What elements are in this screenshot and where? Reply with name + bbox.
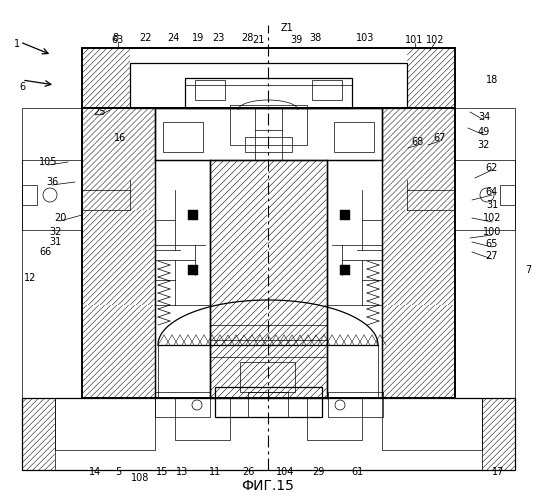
Text: 104: 104 [276,467,294,477]
Bar [500,185,515,205]
Bar [22,398,515,470]
Bar [195,80,225,100]
Bar [340,265,350,275]
Text: 101: 101 [405,35,423,45]
Bar [22,185,37,205]
Bar [155,392,210,417]
Text: 62: 62 [486,163,498,173]
Text: 63: 63 [112,35,124,45]
Text: 31: 31 [49,237,61,247]
Bar [245,137,292,152]
Text: 68: 68 [412,137,424,147]
Bar [155,108,382,160]
Bar [130,63,407,108]
Text: 32: 32 [478,140,490,150]
Bar [455,108,515,398]
Text: 17: 17 [492,467,504,477]
Text: 108: 108 [131,473,149,483]
Text: 64: 64 [486,187,498,197]
Text: 19: 19 [192,33,204,43]
Text: 18: 18 [486,75,498,85]
Bar [188,210,198,220]
Text: 14: 14 [89,467,101,477]
Text: 11: 11 [209,467,221,477]
Text: 66: 66 [39,247,51,257]
Text: 21: 21 [252,35,264,45]
Bar [215,387,322,417]
Bar [82,48,455,108]
Text: 23: 23 [212,33,224,43]
Bar [334,122,374,152]
Bar [248,392,288,417]
Text: 28: 28 [241,33,253,43]
Text: 61: 61 [352,467,364,477]
Text: 5: 5 [115,467,121,477]
Bar [328,392,383,417]
Bar [163,122,203,152]
Text: 13: 13 [176,467,188,477]
Text: 27: 27 [486,251,498,261]
Bar [22,398,55,470]
Text: 1: 1 [14,39,20,49]
Bar [307,398,362,440]
Text: 67: 67 [434,133,446,143]
Text: 100: 100 [483,227,501,237]
Text: 34: 34 [478,112,490,122]
Text: 49: 49 [478,127,490,137]
Bar [240,362,295,392]
Text: 65: 65 [486,239,498,249]
Text: 39: 39 [290,35,302,45]
Text: 8: 8 [112,33,118,43]
Text: 15: 15 [156,467,168,477]
Text: 25: 25 [94,107,106,117]
Text: 36: 36 [46,177,58,187]
Text: 38: 38 [309,33,321,43]
Bar [22,108,82,398]
Text: ФИГ.15: ФИГ.15 [242,479,294,493]
Bar [312,80,342,100]
Text: 20: 20 [54,213,66,223]
Text: 102: 102 [483,213,501,223]
Bar [175,398,230,440]
Text: 12: 12 [24,273,36,283]
Text: 22: 22 [139,33,151,43]
Bar [482,398,515,470]
Text: 24: 24 [167,33,179,43]
Text: 32: 32 [49,227,61,237]
Text: 6: 6 [19,82,25,92]
Bar [210,160,327,398]
Text: 102: 102 [426,35,444,45]
Bar [82,108,455,398]
Text: 31: 31 [486,200,498,210]
Text: Z1: Z1 [281,23,293,33]
Text: 16: 16 [114,133,126,143]
Bar [188,265,198,275]
Bar [55,398,155,450]
Text: 105: 105 [39,157,57,167]
Text: 29: 29 [312,467,324,477]
Bar [382,398,482,450]
Bar [185,78,352,108]
Bar [340,210,350,220]
Bar [230,105,307,145]
Text: 26: 26 [242,467,254,477]
Text: 103: 103 [356,33,374,43]
Text: 7: 7 [525,265,531,275]
